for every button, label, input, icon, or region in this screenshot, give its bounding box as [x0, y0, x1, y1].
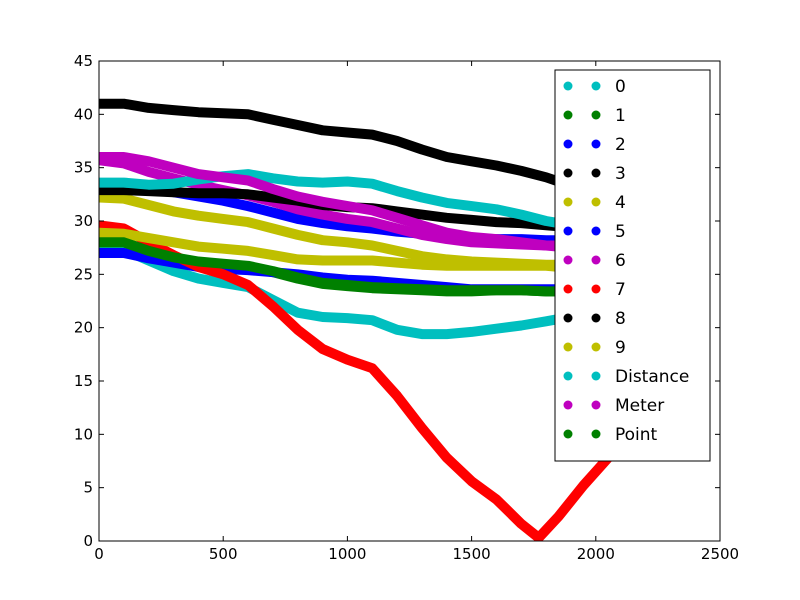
legend-marker	[563, 81, 573, 91]
legend-entry-distance: Distance	[563, 367, 689, 387]
legend-label: 2	[615, 135, 626, 155]
legend-entry-5: 5	[563, 222, 626, 242]
legend-marker	[563, 255, 573, 265]
legend-marker	[591, 81, 601, 91]
series-line-9	[99, 227, 564, 272]
legend-label: Distance	[615, 367, 689, 387]
legend-marker	[591, 371, 601, 381]
legend-marker	[563, 342, 573, 352]
legend-marker	[591, 197, 601, 207]
legend-marker	[591, 342, 601, 352]
legend-label: 8	[615, 309, 626, 329]
legend-marker	[591, 139, 601, 149]
legend-label: 5	[615, 222, 626, 242]
legend-entry-8: 8	[563, 309, 626, 329]
legend-marker	[563, 168, 573, 178]
axes-frame	[98, 60, 721, 542]
legend-entry-2: 2	[563, 135, 626, 155]
legend-marker	[591, 226, 601, 236]
x-tick-label: 2000	[577, 545, 615, 563]
legend: 0 1 2 3 4 5 6 7 8 9 Distance Meter Point	[554, 69, 711, 462]
series-line-distance	[99, 169, 564, 229]
legend-marker	[591, 400, 601, 410]
legend-marker	[591, 110, 601, 120]
legend-label: 4	[615, 193, 626, 213]
legend-marker	[591, 313, 601, 323]
legend-entry-9: 9	[563, 338, 626, 358]
y-tick-label: 30	[74, 212, 93, 230]
legend-entry-meter: Meter	[563, 396, 664, 416]
y-tick-label: 0	[83, 532, 93, 550]
y-tick-label: 15	[74, 372, 93, 390]
series-line-3	[99, 98, 564, 187]
x-tick-label: 2500	[701, 545, 739, 563]
legend-entry-3: 3	[563, 164, 626, 184]
legend-marker	[563, 110, 573, 120]
legend-label: 7	[615, 280, 626, 300]
legend-marker	[591, 284, 601, 294]
y-tick-label: 5	[83, 479, 93, 497]
legend-marker	[563, 197, 573, 207]
legend-label: 0	[615, 77, 626, 97]
series-line-point	[99, 237, 564, 297]
series-line-0	[99, 242, 564, 340]
series-line-meter	[99, 152, 564, 252]
y-tick-label: 20	[74, 319, 93, 337]
legend-label: Point	[615, 425, 658, 445]
legend-label: 1	[615, 106, 626, 126]
y-tick-label: 40	[74, 105, 93, 123]
legend-label: Meter	[615, 396, 664, 416]
legend-entry-4: 4	[563, 193, 626, 213]
y-tick-label: 10	[74, 425, 93, 443]
x-tick-label: 500	[209, 545, 238, 563]
legend-marker	[563, 139, 573, 149]
series-layer	[99, 98, 614, 541]
y-tick-label: 35	[74, 159, 93, 177]
y-tick-label: 25	[74, 265, 93, 283]
legend-label: 9	[615, 338, 626, 358]
legend-entry-point: Point	[563, 425, 658, 445]
legend-box	[554, 69, 711, 462]
legend-entry-7: 7	[563, 280, 626, 300]
x-tick-label: 1500	[453, 545, 491, 563]
legend-marker	[563, 313, 573, 323]
legend-marker	[591, 255, 601, 265]
legend-entry-6: 6	[563, 251, 626, 271]
legend-label: 3	[615, 164, 626, 184]
x-tick-label: 0	[94, 545, 104, 563]
y-tick-label: 45	[74, 52, 93, 70]
legend-label: 6	[615, 251, 626, 271]
legend-marker	[591, 168, 601, 178]
legend-entry-0: 0	[563, 77, 626, 97]
x-tick-label: 1000	[328, 545, 366, 563]
legend-marker	[563, 226, 573, 236]
legend-marker	[563, 284, 573, 294]
legend-marker	[591, 429, 601, 439]
legend-marker	[563, 400, 573, 410]
legend-entry-1: 1	[563, 106, 626, 126]
legend-marker	[563, 429, 573, 439]
legend-marker	[563, 371, 573, 381]
